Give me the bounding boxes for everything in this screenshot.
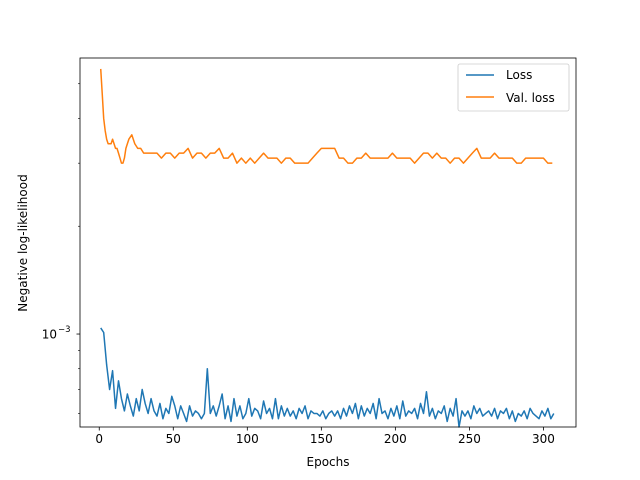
x-tick-label: 150	[310, 432, 333, 446]
legend-label-loss: Loss	[506, 68, 532, 82]
y-axis-label: Negative log-likelihood	[16, 174, 30, 311]
x-axis: 0 50 100 150 200 250 300	[95, 427, 555, 446]
y-tick-label-base: 10	[42, 328, 57, 342]
legend: Loss Val. loss	[457, 63, 570, 112]
x-tick-label: 0	[95, 432, 103, 446]
x-axis-label: Epochs	[307, 455, 350, 469]
x-tick-label: 250	[458, 432, 481, 446]
plot-lines	[99, 68, 555, 428]
x-tick-label: 300	[532, 432, 555, 446]
y-axis: 10 −3	[42, 83, 80, 414]
series-line-val-loss	[99, 68, 553, 164]
x-tick-label: 200	[384, 432, 407, 446]
y-tick-label-exponent: −3	[58, 325, 71, 335]
series-line-loss	[100, 327, 555, 428]
x-tick-label: 100	[236, 432, 259, 446]
legend-label-val-loss: Val. loss	[506, 91, 555, 105]
plot-frame	[79, 57, 577, 428]
x-tick-label: 50	[166, 432, 181, 446]
